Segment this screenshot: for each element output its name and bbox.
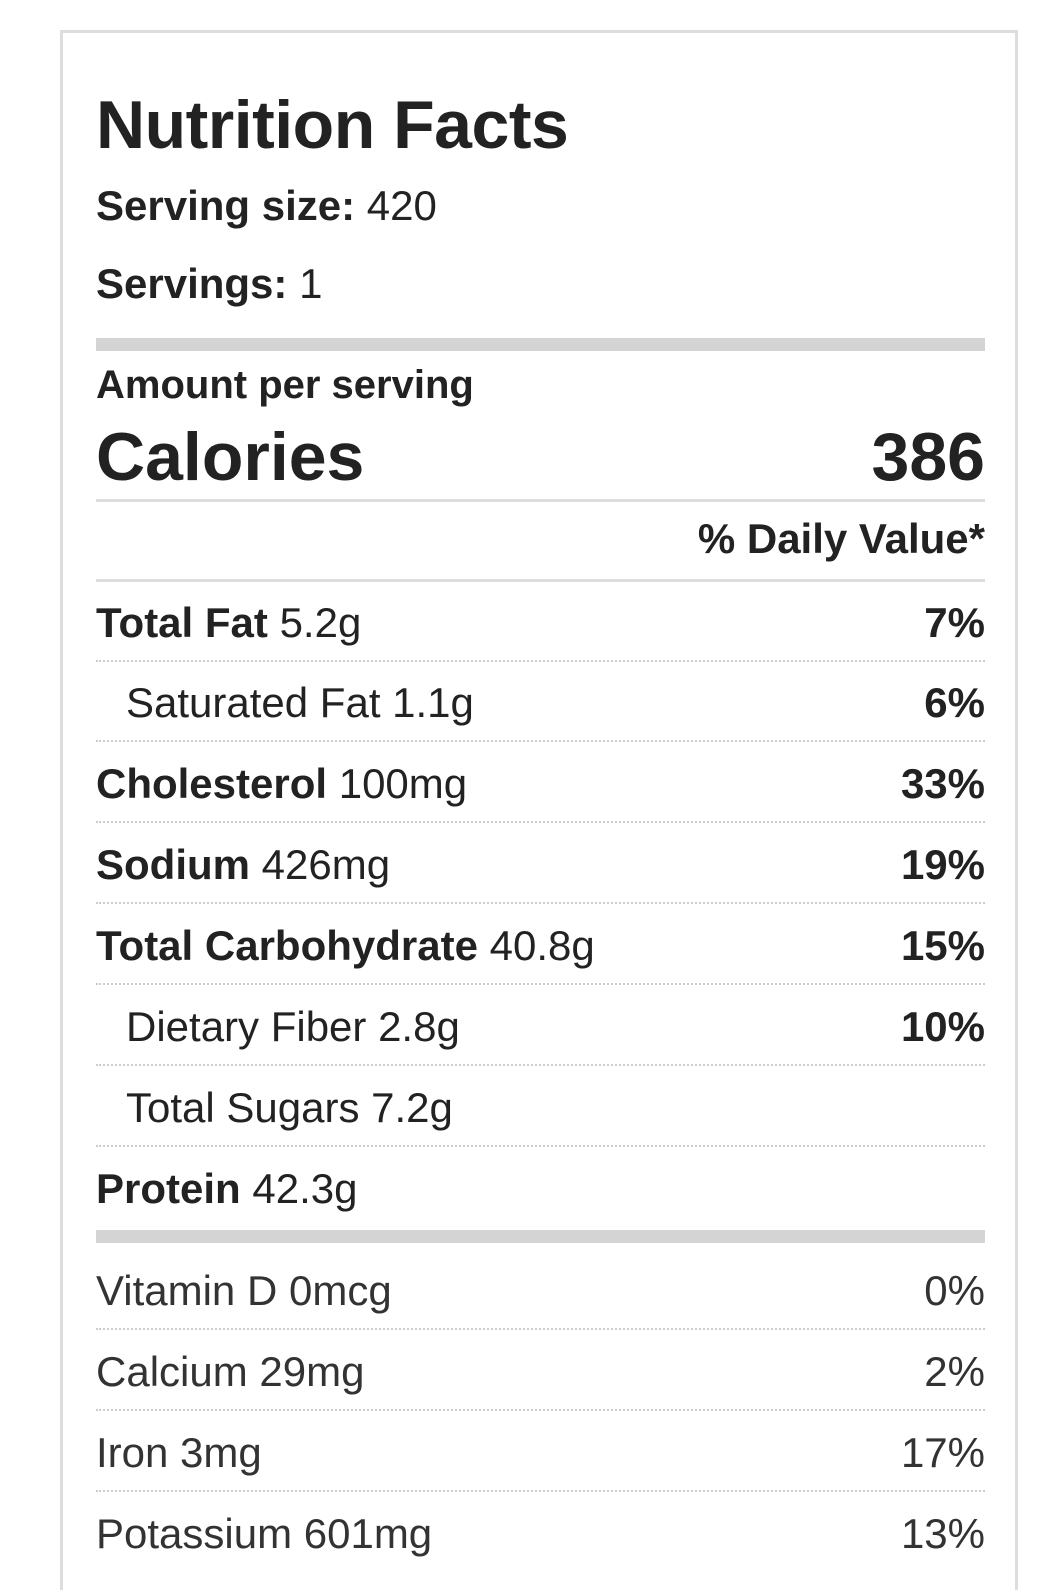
divider-daily-value	[96, 579, 985, 582]
nutrient-daily-value: 33%	[900, 760, 985, 807]
vitamin-amount: 29mg	[259, 1348, 365, 1395]
nutrient-row-total-sugars: Total Sugars 7.2g	[96, 1067, 985, 1147]
servings: Servings: 1	[96, 263, 322, 305]
vitamin-row-iron: Iron 3mg 17%	[96, 1412, 985, 1492]
nutrient-label: Dietary Fiber	[126, 1003, 367, 1050]
servings-label: Servings:	[96, 260, 288, 307]
vitamin-row-vitamin-d: Vitamin D 0mcg 0%	[96, 1250, 985, 1330]
nutrient-label: Protein	[96, 1165, 241, 1212]
nutrient-daily-value: 6%	[924, 679, 985, 726]
vitamin-row-calcium: Calcium 29mg 2%	[96, 1331, 985, 1411]
vitamin-label: Potassium	[96, 1510, 293, 1557]
calories-value: 386	[871, 419, 985, 495]
servings-value: 1	[299, 260, 323, 307]
vitamin-amount: 0mcg	[288, 1267, 392, 1314]
nutrient-label: Total Carbohydrate	[96, 922, 478, 969]
calories-label: Calories	[96, 419, 365, 495]
nutrient-name: Total Sugars 7.2g	[126, 1087, 453, 1129]
nutrient-amount: 42.3g	[252, 1165, 358, 1212]
nutrient-label: Total Sugars	[126, 1084, 360, 1131]
vitamin-label: Calcium	[96, 1348, 248, 1395]
vitamin-daily-value: 2%	[924, 1348, 985, 1395]
divider-calories	[96, 499, 985, 502]
nutrient-row-saturated-fat: Saturated Fat 1.1g 6%	[96, 662, 985, 742]
nutrient-row-protein: Protein 42.3g	[96, 1148, 985, 1228]
nutrient-row-total-fat: Total Fat 5.2g 7%	[96, 582, 985, 662]
vitamin-label: Vitamin D	[96, 1267, 278, 1314]
nutrient-label: Cholesterol	[96, 760, 328, 807]
nutrient-amount: 1.1g	[392, 679, 474, 726]
daily-value-header: % Daily Value*	[697, 515, 985, 562]
vitamin-amount: 3mg	[180, 1429, 262, 1476]
amount-per-serving: Amount per serving	[96, 363, 474, 407]
vitamin-label: Iron	[96, 1429, 169, 1476]
nutrient-name: Cholesterol 100mg	[96, 763, 467, 805]
vitamin-daily-value: 0%	[924, 1267, 985, 1314]
nutrient-label: Total Fat	[96, 599, 268, 646]
thick-divider-top	[96, 338, 985, 351]
calories-row: Calories 386	[96, 423, 985, 493]
nutrition-facts-title: Nutrition Facts	[96, 87, 569, 163]
vitamin-daily-value: 13%	[900, 1510, 985, 1557]
nutrition-label: Nutrition Facts Serving size: 420 Servin…	[60, 30, 1018, 1590]
nutrient-amount: 2.8g	[378, 1003, 460, 1050]
nutrient-daily-value: 10%	[900, 1003, 985, 1050]
nutrient-name: Sodium 426mg	[96, 844, 390, 886]
nutrient-amount: 5.2g	[279, 599, 362, 646]
vitamin-row-potassium: Potassium 601mg 13%	[96, 1493, 985, 1573]
nutrient-daily-value: 7%	[924, 599, 985, 646]
nutrient-row-cholesterol: Cholesterol 100mg 33%	[96, 743, 985, 823]
nutrient-name: Dietary Fiber 2.8g	[126, 1006, 460, 1048]
vitamin-name: Potassium 601mg	[96, 1513, 432, 1555]
nutrient-row-sodium: Sodium 426mg 19%	[96, 824, 985, 904]
vitamin-name: Calcium 29mg	[96, 1351, 364, 1393]
nutrient-name: Saturated Fat 1.1g	[126, 682, 474, 724]
vitamin-name: Iron 3mg	[96, 1432, 262, 1474]
nutrient-amount: 7.2g	[371, 1084, 453, 1131]
nutrient-amount: 100mg	[338, 760, 468, 807]
nutrient-name: Protein 42.3g	[96, 1168, 357, 1210]
nutrient-label: Saturated Fat	[126, 679, 381, 726]
nutrient-name: Total Carbohydrate 40.8g	[96, 925, 595, 967]
thick-divider-vitamins	[96, 1230, 985, 1243]
vitamin-name: Vitamin D 0mcg	[96, 1270, 392, 1312]
nutrient-amount: 40.8g	[489, 922, 595, 969]
nutrient-daily-value: 15%	[900, 922, 985, 969]
nutrient-daily-value: 19%	[900, 841, 985, 888]
nutrient-row-total-carbohydrate: Total Carbohydrate 40.8g 15%	[96, 905, 985, 985]
nutrient-name: Total Fat 5.2g	[96, 602, 361, 644]
serving-size-value: 420	[366, 182, 437, 229]
vitamin-amount: 601mg	[303, 1510, 433, 1557]
serving-size-label: Serving size:	[96, 182, 356, 229]
vitamin-daily-value: 17%	[900, 1429, 985, 1476]
nutrient-amount: 426mg	[261, 841, 391, 888]
serving-size: Serving size: 420	[96, 185, 437, 227]
nutrient-label: Sodium	[96, 841, 250, 888]
nutrient-row-dietary-fiber: Dietary Fiber 2.8g 10%	[96, 986, 985, 1066]
